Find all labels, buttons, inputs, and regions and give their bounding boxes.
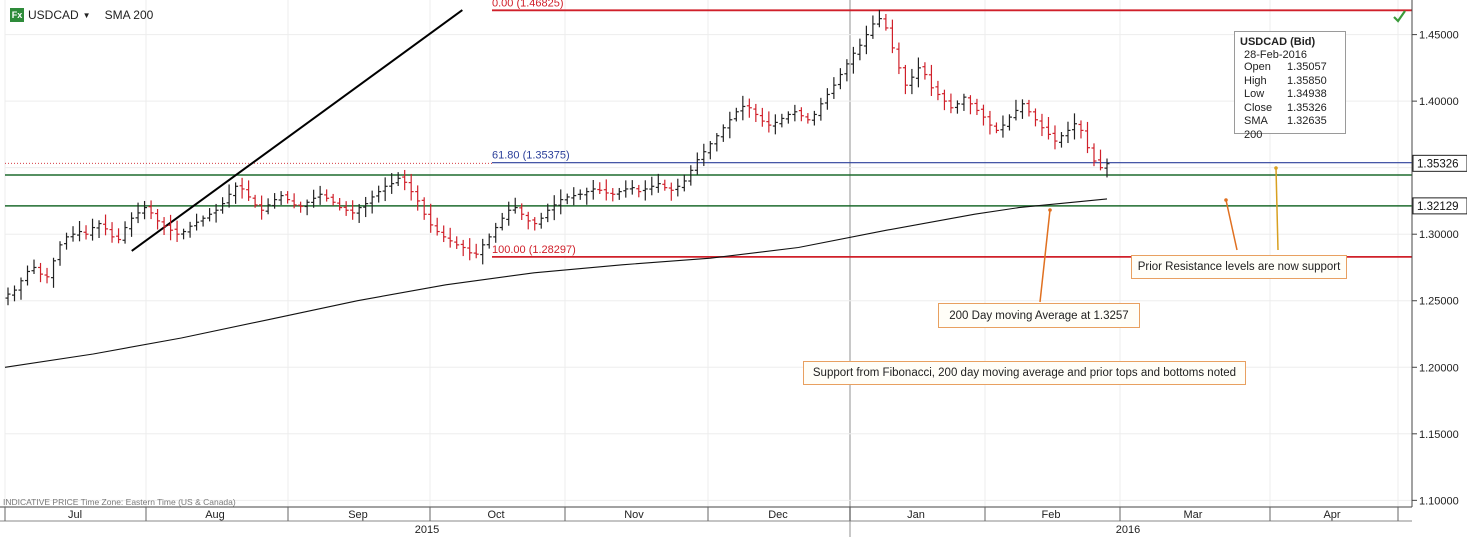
- sma-200-line: [4, 198, 1108, 368]
- indicator-label[interactable]: SMA 200: [104, 8, 154, 22]
- sma-200-path: [4, 198, 1108, 368]
- x-month-label: Sep: [348, 509, 368, 521]
- chart-header: Fx USDCAD ▼ SMA 200: [10, 8, 153, 22]
- annotation-arrow-head: [1048, 208, 1052, 212]
- trend-line-path: [131, 9, 463, 252]
- check-icon: [1393, 10, 1406, 23]
- x-month-label: Apr: [1323, 509, 1340, 521]
- y-tick-label: 1.30000: [1419, 229, 1459, 241]
- fx-badge-icon: Fx: [10, 8, 24, 22]
- x-month-label: Feb: [1042, 509, 1061, 521]
- tooltip-row: Close 1.35326: [1244, 101, 1327, 114]
- fib-level-label: 100.00 (1.28297): [492, 244, 576, 256]
- fib-level-label: 0.00 (1.46825): [492, 0, 564, 9]
- fibonacci-levels: 0.00 (1.46825) 61.80 (1.35375) 100.00 (1.2…: [5, 0, 1412, 258]
- x-month-label: Jan: [907, 509, 925, 521]
- price-label: 1.35326: [1417, 158, 1459, 170]
- grid-lines: [4, 0, 1412, 537]
- y-tick-label: 1.45000: [1419, 30, 1459, 42]
- y-tick-label: 1.20000: [1419, 362, 1459, 374]
- annotation-arrow: [1039, 209, 1051, 303]
- x-month-label: Nov: [624, 509, 644, 521]
- ohlc-tooltip: USDCAD (Bid) 28-Feb-2016 Open 1.35057 Hig…: [1234, 31, 1346, 141]
- fib-level-label: 61.80 (1.35375): [492, 150, 570, 162]
- ohlc-bars: [5, 9, 1110, 306]
- x-month-label: Aug: [205, 509, 225, 521]
- y-axis: 1.100001.150001.200001.250001.300001.350…: [1393, 0, 1467, 507]
- price-label-box: [1412, 154, 1467, 172]
- support-lines: [5, 174, 1412, 207]
- annotation-arrow-head: [1224, 198, 1228, 202]
- x-month-label: Dec: [768, 509, 788, 521]
- annotation-arrows: [1039, 166, 1279, 303]
- x-month-label: Jul: [68, 509, 82, 521]
- plot-area: [0, 0, 1412, 507]
- tooltip-date: 28-Feb-2016: [1244, 49, 1307, 61]
- footer-timezone: INDICATIVE PRICE Time Zone: Eastern Time…: [3, 497, 236, 507]
- x-axis: Jul Aug Sep Oct Nov Dec Jan Feb Mar Apr 2015 2016: [0, 506, 1412, 536]
- symbol-selector[interactable]: USDCAD: [28, 8, 79, 22]
- moving-average-note: 200 Day moving Average at 1.3257: [938, 303, 1140, 328]
- annotation-arrow-head: [1274, 166, 1278, 170]
- y-tick-label: 1.25000: [1419, 296, 1459, 308]
- x-year-label: 2016: [1116, 524, 1140, 536]
- trend-line: [131, 9, 463, 252]
- support-note: Support from Fibonacci, 200 day moving a…: [803, 361, 1246, 385]
- tooltip-row: High 1.35850: [1244, 74, 1327, 87]
- tooltip-title: USDCAD (Bid): [1240, 36, 1316, 48]
- x-month-label: Mar: [1184, 509, 1203, 521]
- tooltip-row: Low 1.34938: [1244, 88, 1327, 100]
- y-axis-background: [1412, 0, 1467, 507]
- price-label-box: [1412, 197, 1467, 215]
- chevron-down-icon[interactable]: ▼: [82, 10, 91, 20]
- price-label: 1.32129: [1417, 201, 1459, 213]
- y-tick-label: 1.10000: [1419, 495, 1459, 507]
- y-tick-label: 1.40000: [1419, 96, 1459, 108]
- annotation-arrow: [1225, 199, 1238, 251]
- prior-resistance-note: Prior Resistance levels are now support: [1131, 255, 1347, 279]
- y-tick-label: 1.15000: [1419, 429, 1459, 441]
- tooltip-row: Open 1.35057: [1244, 61, 1327, 73]
- tooltip-row: SMA 200 1.32635: [1244, 115, 1327, 141]
- annotation-arrow: [1275, 167, 1279, 251]
- x-year-label: 2015: [415, 524, 439, 536]
- x-month-label: Oct: [487, 509, 504, 521]
